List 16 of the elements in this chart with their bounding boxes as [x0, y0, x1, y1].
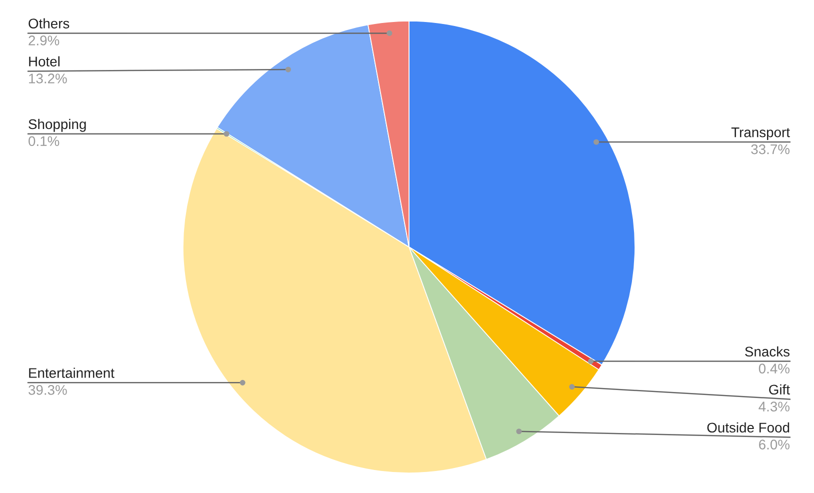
- data-label: 33.7%: [751, 144, 790, 154]
- slice-label: Others: [28, 18, 70, 28]
- data-label: 13.2%: [29, 74, 67, 84]
- slice-label: Gift: [769, 384, 790, 395]
- slice-label: Transport: [731, 128, 790, 140]
- data-label: 0.4%: [758, 364, 790, 374]
- slice-label: Entertainment: [29, 368, 114, 378]
- slice-label: Outside Food: [707, 422, 790, 433]
- slice-label: Hotel: [29, 56, 60, 66]
- data-label: 0.1%: [28, 136, 60, 146]
- data-label: 6.0%: [759, 440, 790, 450]
- data-label: 2.9%: [28, 36, 60, 46]
- data-label: 4.3%: [758, 402, 790, 412]
- slice-label: Snacks: [745, 346, 790, 357]
- data-label: 39.3%: [28, 385, 67, 395]
- slice-label: Shopping: [28, 118, 86, 132]
